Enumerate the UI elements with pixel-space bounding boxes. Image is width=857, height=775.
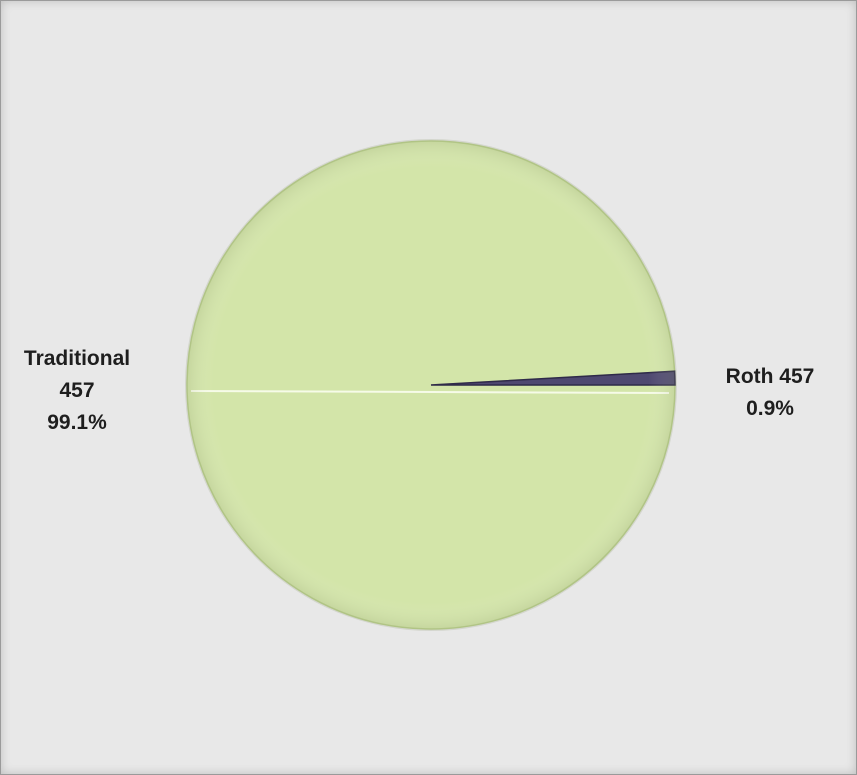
slice-label-line: 457 — [59, 379, 95, 402]
slice-label-traditional-457: Traditional 457 99.1% — [2, 343, 152, 439]
slice-label-line: Roth 457 — [725, 365, 815, 388]
slice-percent-label: 99.1% — [47, 411, 107, 434]
slice-label-roth-457: Roth 457 0.9% — [700, 361, 840, 425]
slice-percent-label: 0.9% — [746, 397, 794, 420]
slice-label-line: Traditional — [23, 347, 131, 370]
